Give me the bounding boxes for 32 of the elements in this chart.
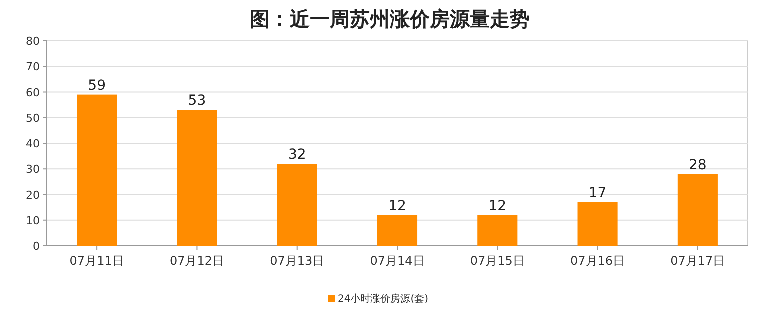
bar <box>578 202 618 246</box>
y-tick-label: 50 <box>26 112 40 125</box>
bar <box>177 110 218 246</box>
y-tick-label: 70 <box>26 60 40 74</box>
data-label: 32 <box>288 147 306 163</box>
legend-label: 24小时涨价房源(套) <box>338 293 429 305</box>
bar <box>77 94 118 246</box>
y-tick-label: 10 <box>26 214 40 228</box>
y-tick-label: 30 <box>26 163 40 176</box>
x-tick-label: 07月11日 <box>70 254 124 268</box>
data-label: 28 <box>689 157 707 174</box>
x-tick-label: 07月14日 <box>370 254 425 268</box>
data-label: 59 <box>88 78 106 94</box>
y-tick-label: 80 <box>26 35 40 48</box>
data-label: 12 <box>488 198 507 214</box>
bar <box>478 215 518 246</box>
x-tick-label: 07月17日 <box>670 254 726 268</box>
bar <box>277 164 318 246</box>
x-tick-label: 07月16日 <box>570 254 626 268</box>
x-tick-label: 07月13日 <box>270 254 325 268</box>
y-tick-label: 60 <box>26 86 40 100</box>
y-tick-label: 40 <box>26 138 40 150</box>
bar <box>678 174 718 246</box>
y-tick-label: 0 <box>33 240 40 253</box>
bar <box>377 215 418 246</box>
x-tick-label: 07月12日 <box>170 254 224 268</box>
x-tick-label: 07月15日 <box>470 254 525 268</box>
data-label: 53 <box>188 93 206 110</box>
y-tick-label: 20 <box>26 188 40 202</box>
data-label: 12 <box>388 198 406 214</box>
data-label: 17 <box>588 185 607 202</box>
chart-title: 图：近一周苏州涨价房源量走势 <box>250 7 530 31</box>
